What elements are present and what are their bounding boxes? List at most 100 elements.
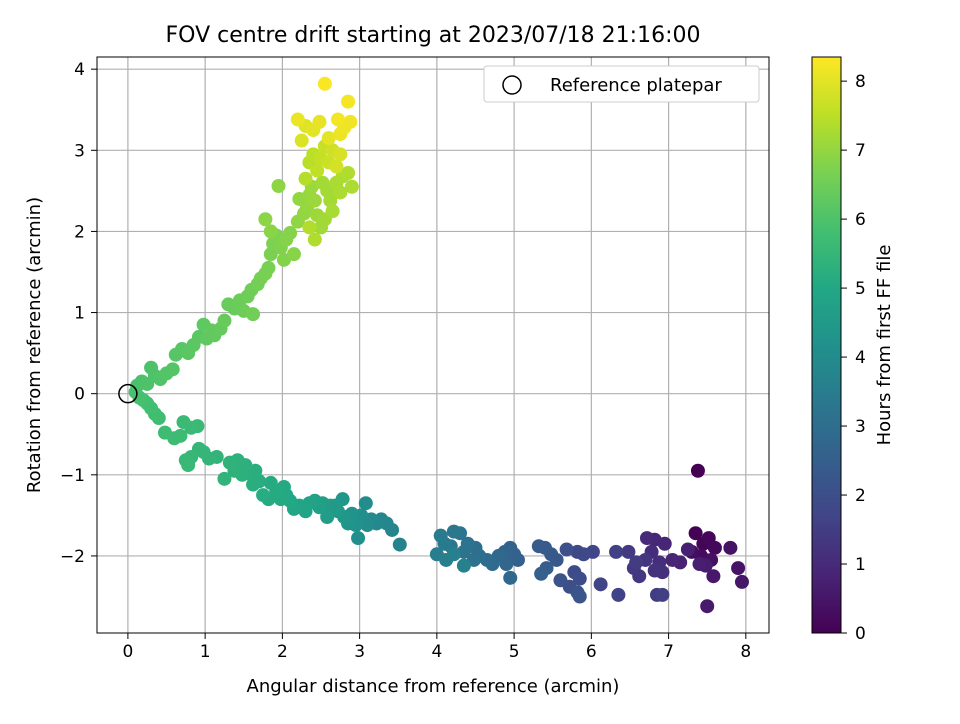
x-tick-label: 5: [509, 642, 520, 662]
data-point: [706, 569, 721, 584]
data-point: [392, 537, 407, 552]
data-point: [330, 112, 345, 127]
y-tick-label: 3: [74, 141, 85, 161]
x-tick-label: 1: [200, 642, 211, 662]
data-point: [692, 557, 707, 572]
x-tick-label: 8: [740, 642, 751, 662]
data-point: [688, 526, 703, 541]
data-point: [629, 555, 644, 570]
data-point: [655, 587, 670, 602]
x-tick-label: 0: [122, 642, 133, 662]
data-point: [734, 574, 749, 589]
data-point: [176, 415, 191, 430]
data-point: [572, 589, 587, 604]
legend-box: [483, 65, 760, 103]
colorbar-tick-label: 4: [855, 348, 866, 368]
data-point: [433, 528, 448, 543]
colorbar-tick-label: 3: [855, 417, 866, 437]
data-point: [572, 571, 587, 586]
data-point: [358, 496, 373, 511]
reference-platepar-marker: [118, 383, 138, 404]
colorbar-tick-label: 7: [855, 141, 866, 161]
gridlines: [97, 57, 769, 633]
y-tick-label: 2: [74, 222, 85, 242]
data-point: [298, 171, 313, 186]
data-point: [351, 531, 366, 546]
legend-marker: [502, 75, 522, 95]
x-tick-label: 7: [663, 642, 674, 662]
data-point: [307, 193, 322, 208]
data-point: [531, 539, 546, 554]
data-point: [611, 587, 626, 602]
data-point: [593, 577, 608, 592]
data-point: [707, 540, 722, 555]
x-tick-label: 4: [431, 642, 442, 662]
data-point: [286, 247, 301, 262]
y-axis: −2 −1 0 1 2 3 4: [60, 60, 97, 567]
data-point: [310, 163, 325, 178]
data-point: [723, 540, 738, 555]
data-point: [307, 232, 322, 247]
data-point: [446, 547, 461, 562]
colorbar-gradient: [811, 56, 842, 634]
data-point: [157, 425, 172, 440]
data-point: [256, 488, 271, 503]
data-point: [534, 566, 549, 581]
data-point: [302, 220, 317, 235]
y-tick-label: 4: [74, 60, 85, 80]
data-point: [341, 94, 356, 109]
data-point: [283, 226, 298, 241]
data-point: [665, 552, 680, 567]
data-point: [456, 558, 471, 573]
y-tick-label: −2: [60, 547, 85, 567]
colorbar-ticks: 0 1 2 3 4 5 6 7 8: [841, 72, 866, 644]
plot-frame: [96, 56, 770, 634]
legend-label: Reference platepar: [550, 75, 722, 96]
chart-title: FOV centre drift starting at 2023/07/18 …: [166, 23, 701, 48]
colorbar-tick-label: 2: [855, 486, 866, 506]
data-point: [315, 175, 330, 190]
colorbar-label: Hours from first FF file: [874, 245, 895, 446]
colorbar-tick-label: 6: [855, 210, 866, 230]
data-point: [333, 185, 348, 200]
data-point: [329, 159, 344, 174]
data-point: [323, 193, 338, 208]
colorbar-tick-label: 1: [855, 555, 866, 575]
x-tick-label: 2: [277, 642, 288, 662]
data-point: [317, 76, 332, 91]
legend: Reference platepar: [483, 65, 760, 103]
data-point: [263, 247, 278, 262]
data-point: [690, 463, 705, 478]
data-point: [258, 212, 273, 227]
data-point: [263, 475, 278, 490]
data-point: [320, 509, 335, 524]
data-point: [312, 114, 327, 129]
x-axis-label: Angular distance from reference (arcmin): [247, 676, 620, 697]
data-point: [503, 570, 518, 585]
data-point: [261, 260, 276, 275]
y-tick-label: 1: [74, 304, 85, 324]
data-points: [128, 76, 749, 614]
data-point: [639, 531, 654, 546]
data-point: [181, 458, 196, 473]
data-point: [341, 166, 356, 181]
data-point: [294, 133, 309, 148]
data-point: [325, 204, 340, 219]
data-point: [621, 544, 636, 559]
y-axis-label: Rotation from reference (arcmin): [24, 197, 45, 493]
data-point: [165, 362, 180, 377]
data-point: [246, 477, 261, 492]
data-point: [344, 179, 359, 194]
data-point: [263, 224, 278, 239]
data-point: [731, 561, 746, 576]
y-tick-label: −1: [60, 466, 85, 486]
data-point: [446, 524, 461, 539]
data-point: [333, 147, 348, 162]
data-point: [700, 599, 715, 614]
data-point: [217, 471, 232, 486]
data-point: [647, 563, 662, 578]
colorbar-tick-label: 5: [855, 279, 866, 299]
x-tick-label: 6: [586, 642, 597, 662]
data-point: [321, 131, 336, 146]
